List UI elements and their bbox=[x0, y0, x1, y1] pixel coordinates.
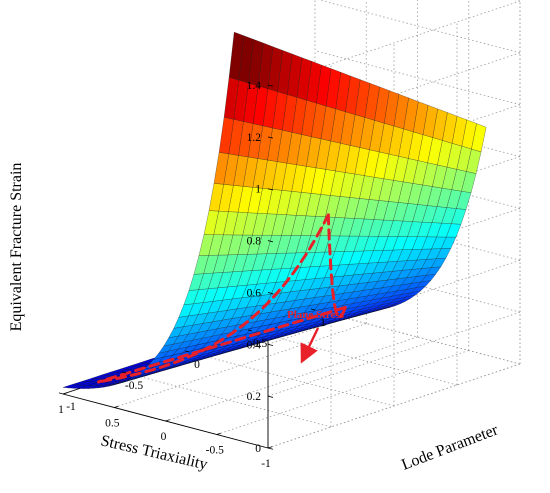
grid-x-floor bbox=[114, 323, 367, 408]
x-tick-label: 0.5 bbox=[105, 418, 120, 430]
plane-stress-annotation bbox=[97, 213, 347, 384]
z-tick-mark bbox=[267, 395, 274, 398]
x-tick-mark bbox=[165, 419, 170, 422]
z-tick-mark bbox=[267, 188, 274, 191]
z-tick-mark bbox=[267, 447, 274, 450]
z-tick-label: 0.2 bbox=[247, 391, 262, 403]
y-tick-label: 0.5 bbox=[253, 338, 268, 350]
z-tick-label: 0.6 bbox=[247, 287, 262, 299]
z-tick-label: 0.4 bbox=[247, 339, 262, 351]
grid-y-floor bbox=[251, 330, 458, 386]
z-tick-mark bbox=[267, 240, 274, 243]
x-tick-mark bbox=[267, 446, 273, 449]
z-tick-mark bbox=[267, 292, 274, 295]
grid-z-left bbox=[267, 311, 521, 397]
x-tick-mark bbox=[62, 392, 68, 395]
z-tick-mark bbox=[267, 84, 274, 87]
plane-stress-curve-lower bbox=[97, 213, 330, 384]
z-tick-mark bbox=[267, 136, 274, 139]
z-tick-label: 0 bbox=[255, 443, 261, 455]
plane-stress-curve-upper bbox=[326, 213, 347, 319]
surface-patch bbox=[228, 31, 245, 81]
y-tick-mark bbox=[247, 329, 253, 332]
grid-y-floor bbox=[314, 309, 521, 365]
plane-stress-curve-edge bbox=[97, 305, 347, 384]
y-tick-mark bbox=[184, 350, 190, 353]
x-tick-label: 0 bbox=[161, 431, 167, 443]
z-axis-label: Equivalent Fracture Strain bbox=[8, 163, 25, 332]
x-tick-label: -1 bbox=[261, 458, 271, 470]
z-tick-label: 0.8 bbox=[247, 236, 262, 248]
y-tick-label: -0.5 bbox=[125, 380, 143, 392]
z-tick-label: 1.2 bbox=[247, 132, 262, 144]
x-tick-label: -0.5 bbox=[206, 445, 224, 457]
grid-x-floor bbox=[165, 336, 418, 422]
y-tick-mark bbox=[58, 392, 64, 395]
z-tick-label: 1 bbox=[255, 184, 261, 196]
grid-y-floor bbox=[125, 372, 332, 428]
z-tick-label: 1.4 bbox=[247, 80, 262, 92]
y-tick-label: 0 bbox=[194, 359, 200, 371]
x-tick-mark bbox=[216, 432, 221, 435]
y-tick-mark bbox=[121, 371, 127, 374]
y-tick-label: 1 bbox=[320, 317, 326, 329]
x-tick-label: 1 bbox=[58, 404, 64, 416]
x-axis-label: Stress Triaxiality bbox=[99, 432, 209, 473]
grid-z-right bbox=[317, 0, 521, 54]
y-tick-mark bbox=[310, 308, 316, 311]
annotation-arrow bbox=[300, 327, 320, 364]
tick-labels: 00.20.40.60.811.21.4-1-0.500.51 -1-0.500.… bbox=[58, 80, 326, 470]
y-axis-label: Lode Parameter bbox=[399, 421, 501, 474]
z-tick-mark bbox=[267, 343, 274, 346]
y-tick-label: -1 bbox=[66, 401, 76, 413]
grid-z-right bbox=[314, 50, 521, 106]
annotation-plane-stress: Plane Stress bbox=[287, 309, 345, 321]
grid-y-floor bbox=[188, 351, 395, 407]
x-tick-mark bbox=[114, 405, 119, 408]
